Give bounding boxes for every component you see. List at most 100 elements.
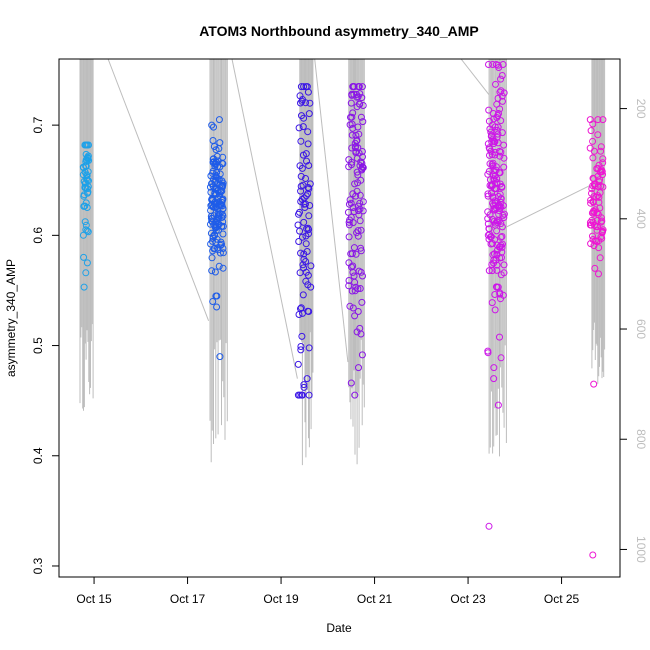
- scatter-point: [356, 199, 364, 207]
- scatter-point: [219, 153, 227, 161]
- scatter-point: [359, 102, 367, 109]
- x-tick-label: Oct 19: [263, 592, 299, 606]
- scatter-point: [84, 189, 91, 197]
- scatter-point: [296, 208, 303, 216]
- scatter-point: [500, 261, 508, 269]
- scatter-point: [497, 271, 505, 279]
- scatter-point: [496, 290, 504, 298]
- scatter-point: [495, 193, 502, 200]
- scatter-point: [83, 204, 91, 211]
- scatter-point: [488, 131, 495, 139]
- scatter-point: [297, 187, 305, 195]
- scatter-point: [304, 128, 312, 136]
- scatter-point: [297, 99, 304, 107]
- scatter-point: [297, 346, 305, 354]
- scatter-point: [599, 155, 607, 163]
- scatter-point: [593, 238, 600, 245]
- scatter-point: [358, 298, 366, 306]
- scatter-point: [485, 522, 493, 530]
- scatter-point: [295, 238, 303, 245]
- scatter-point: [307, 262, 315, 270]
- scatter-point: [500, 89, 508, 97]
- scatter-point: [80, 253, 88, 261]
- scatter-point: [491, 291, 499, 298]
- scatter-point: [353, 136, 361, 144]
- scatter-point: [587, 199, 595, 207]
- scatter-point: [485, 106, 493, 114]
- scatter-point: [494, 130, 502, 138]
- scatter-point: [346, 196, 354, 204]
- scatter-point: [80, 177, 88, 185]
- scatter-point: [493, 266, 501, 274]
- scatter-point: [79, 171, 87, 179]
- scatter-point: [211, 268, 219, 276]
- secondary-line-segment: [460, 58, 490, 96]
- scatter-point: [302, 232, 310, 240]
- scatter-point: [80, 191, 88, 199]
- scatter-point: [590, 207, 597, 215]
- scatter-point: [354, 171, 362, 179]
- scatter-point: [299, 96, 306, 103]
- scatter-point: [352, 192, 360, 200]
- x-axis-label: Date: [326, 621, 352, 635]
- scatter-point: [491, 151, 499, 159]
- scatter-point: [490, 137, 498, 145]
- scatter-point: [586, 116, 594, 124]
- scatter-point: [302, 83, 310, 91]
- y2-tick-label: 600: [634, 319, 648, 339]
- scatter-point: [301, 204, 309, 211]
- scatter-point: [208, 254, 216, 262]
- scatter-point: [306, 99, 314, 107]
- scatter-point: [305, 110, 313, 118]
- scatter-point: [493, 218, 501, 226]
- scatter-point: [599, 183, 607, 191]
- scatter-point: [302, 240, 310, 248]
- scatter-point: [352, 250, 360, 258]
- scatter-point: [208, 267, 216, 275]
- scatter-point: [357, 176, 365, 184]
- scatter-point: [300, 381, 308, 389]
- scatter-point: [595, 193, 603, 201]
- scatter-point: [344, 208, 352, 216]
- scatter-point: [496, 180, 504, 188]
- scatter-point: [345, 221, 353, 229]
- scatter-point: [359, 118, 367, 126]
- scatter-point: [300, 264, 308, 272]
- scatter-point: [297, 137, 305, 145]
- scatter-point: [596, 254, 604, 262]
- scatter-point: [598, 234, 606, 242]
- scatter-point: [498, 233, 506, 240]
- scatter-point: [589, 137, 597, 145]
- scatter-point: [599, 226, 607, 234]
- scatter-point: [496, 105, 504, 113]
- scatter-point: [306, 180, 314, 188]
- scatter-point: [496, 88, 504, 96]
- scatter-point: [298, 233, 306, 241]
- scatter-point: [485, 61, 492, 68]
- secondary-line-segment: [231, 58, 298, 379]
- x-axis: Oct 15 Oct 17 Oct 19 Oct 21 Oct 23 Oct 25: [76, 576, 580, 606]
- y-tick-label: 0.5: [31, 337, 45, 354]
- scatter-point: [305, 162, 313, 169]
- scatter-point: [347, 250, 355, 258]
- scatter-point: [358, 83, 366, 91]
- scatter-point: [597, 214, 605, 222]
- scatter-point: [298, 332, 306, 340]
- y-tick-label: 0.7: [31, 116, 45, 133]
- scatter-point: [484, 208, 492, 216]
- scatter-point: [594, 116, 602, 124]
- scatter-point: [498, 72, 506, 79]
- scatter-point: [295, 124, 303, 132]
- scatter-point: [353, 168, 361, 176]
- scatter-point: [83, 171, 90, 179]
- scatter-point: [487, 147, 495, 155]
- scatter-point: [595, 244, 603, 252]
- scatter-point: [207, 214, 215, 222]
- scatter-point: [213, 235, 221, 243]
- y-tick-label: 0.3: [31, 557, 45, 574]
- x-tick-label: Oct 21: [357, 592, 393, 606]
- scatter-point: [490, 364, 498, 372]
- secondary-line-segment: [500, 185, 590, 231]
- scatter-point: [489, 240, 496, 247]
- scatter-point: [587, 127, 595, 135]
